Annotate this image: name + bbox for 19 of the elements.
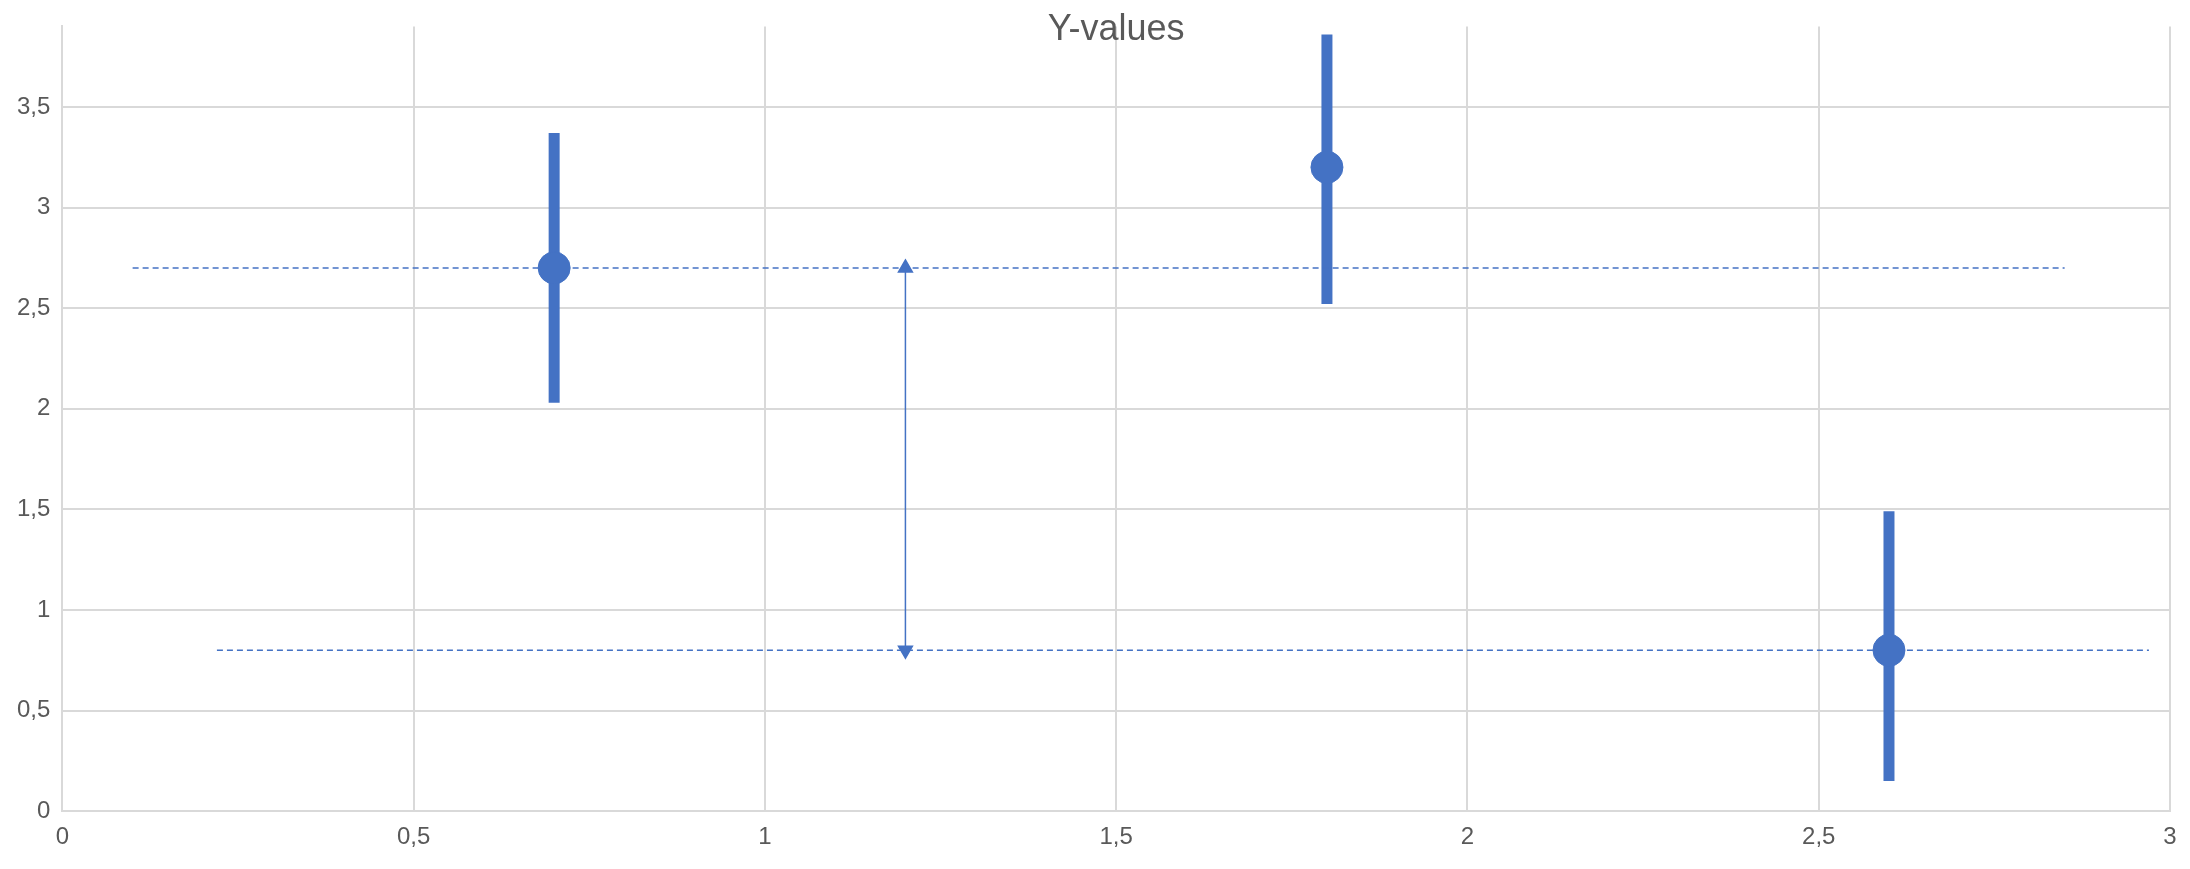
x-tick-label: 0,5: [396, 822, 431, 850]
point: [1310, 150, 1344, 184]
y-tick-label: 2: [37, 393, 51, 421]
y-tick-label: 2,5: [16, 292, 51, 320]
x-tick-label: 2,5: [1802, 822, 1836, 850]
y-tick-label: 1,5: [16, 493, 51, 521]
y-tick-label: 0: [37, 795, 51, 823]
x-tick-label: 1,5: [1099, 822, 1133, 850]
y-tick-label: 3: [37, 192, 51, 220]
y-tick-label: 3,5: [16, 91, 51, 119]
point: [537, 251, 571, 285]
x-tick-label: 3: [2163, 822, 2177, 850]
y-tick-label: 1: [37, 594, 51, 622]
point: [1872, 633, 1906, 667]
x-tick-label: 0: [55, 822, 70, 850]
y-tick-label: 0,5: [16, 695, 51, 723]
x-tick-label: 1: [758, 822, 772, 850]
chart-title: Y-values: [1047, 6, 1185, 48]
x-tick-label: 2: [1460, 822, 1475, 850]
